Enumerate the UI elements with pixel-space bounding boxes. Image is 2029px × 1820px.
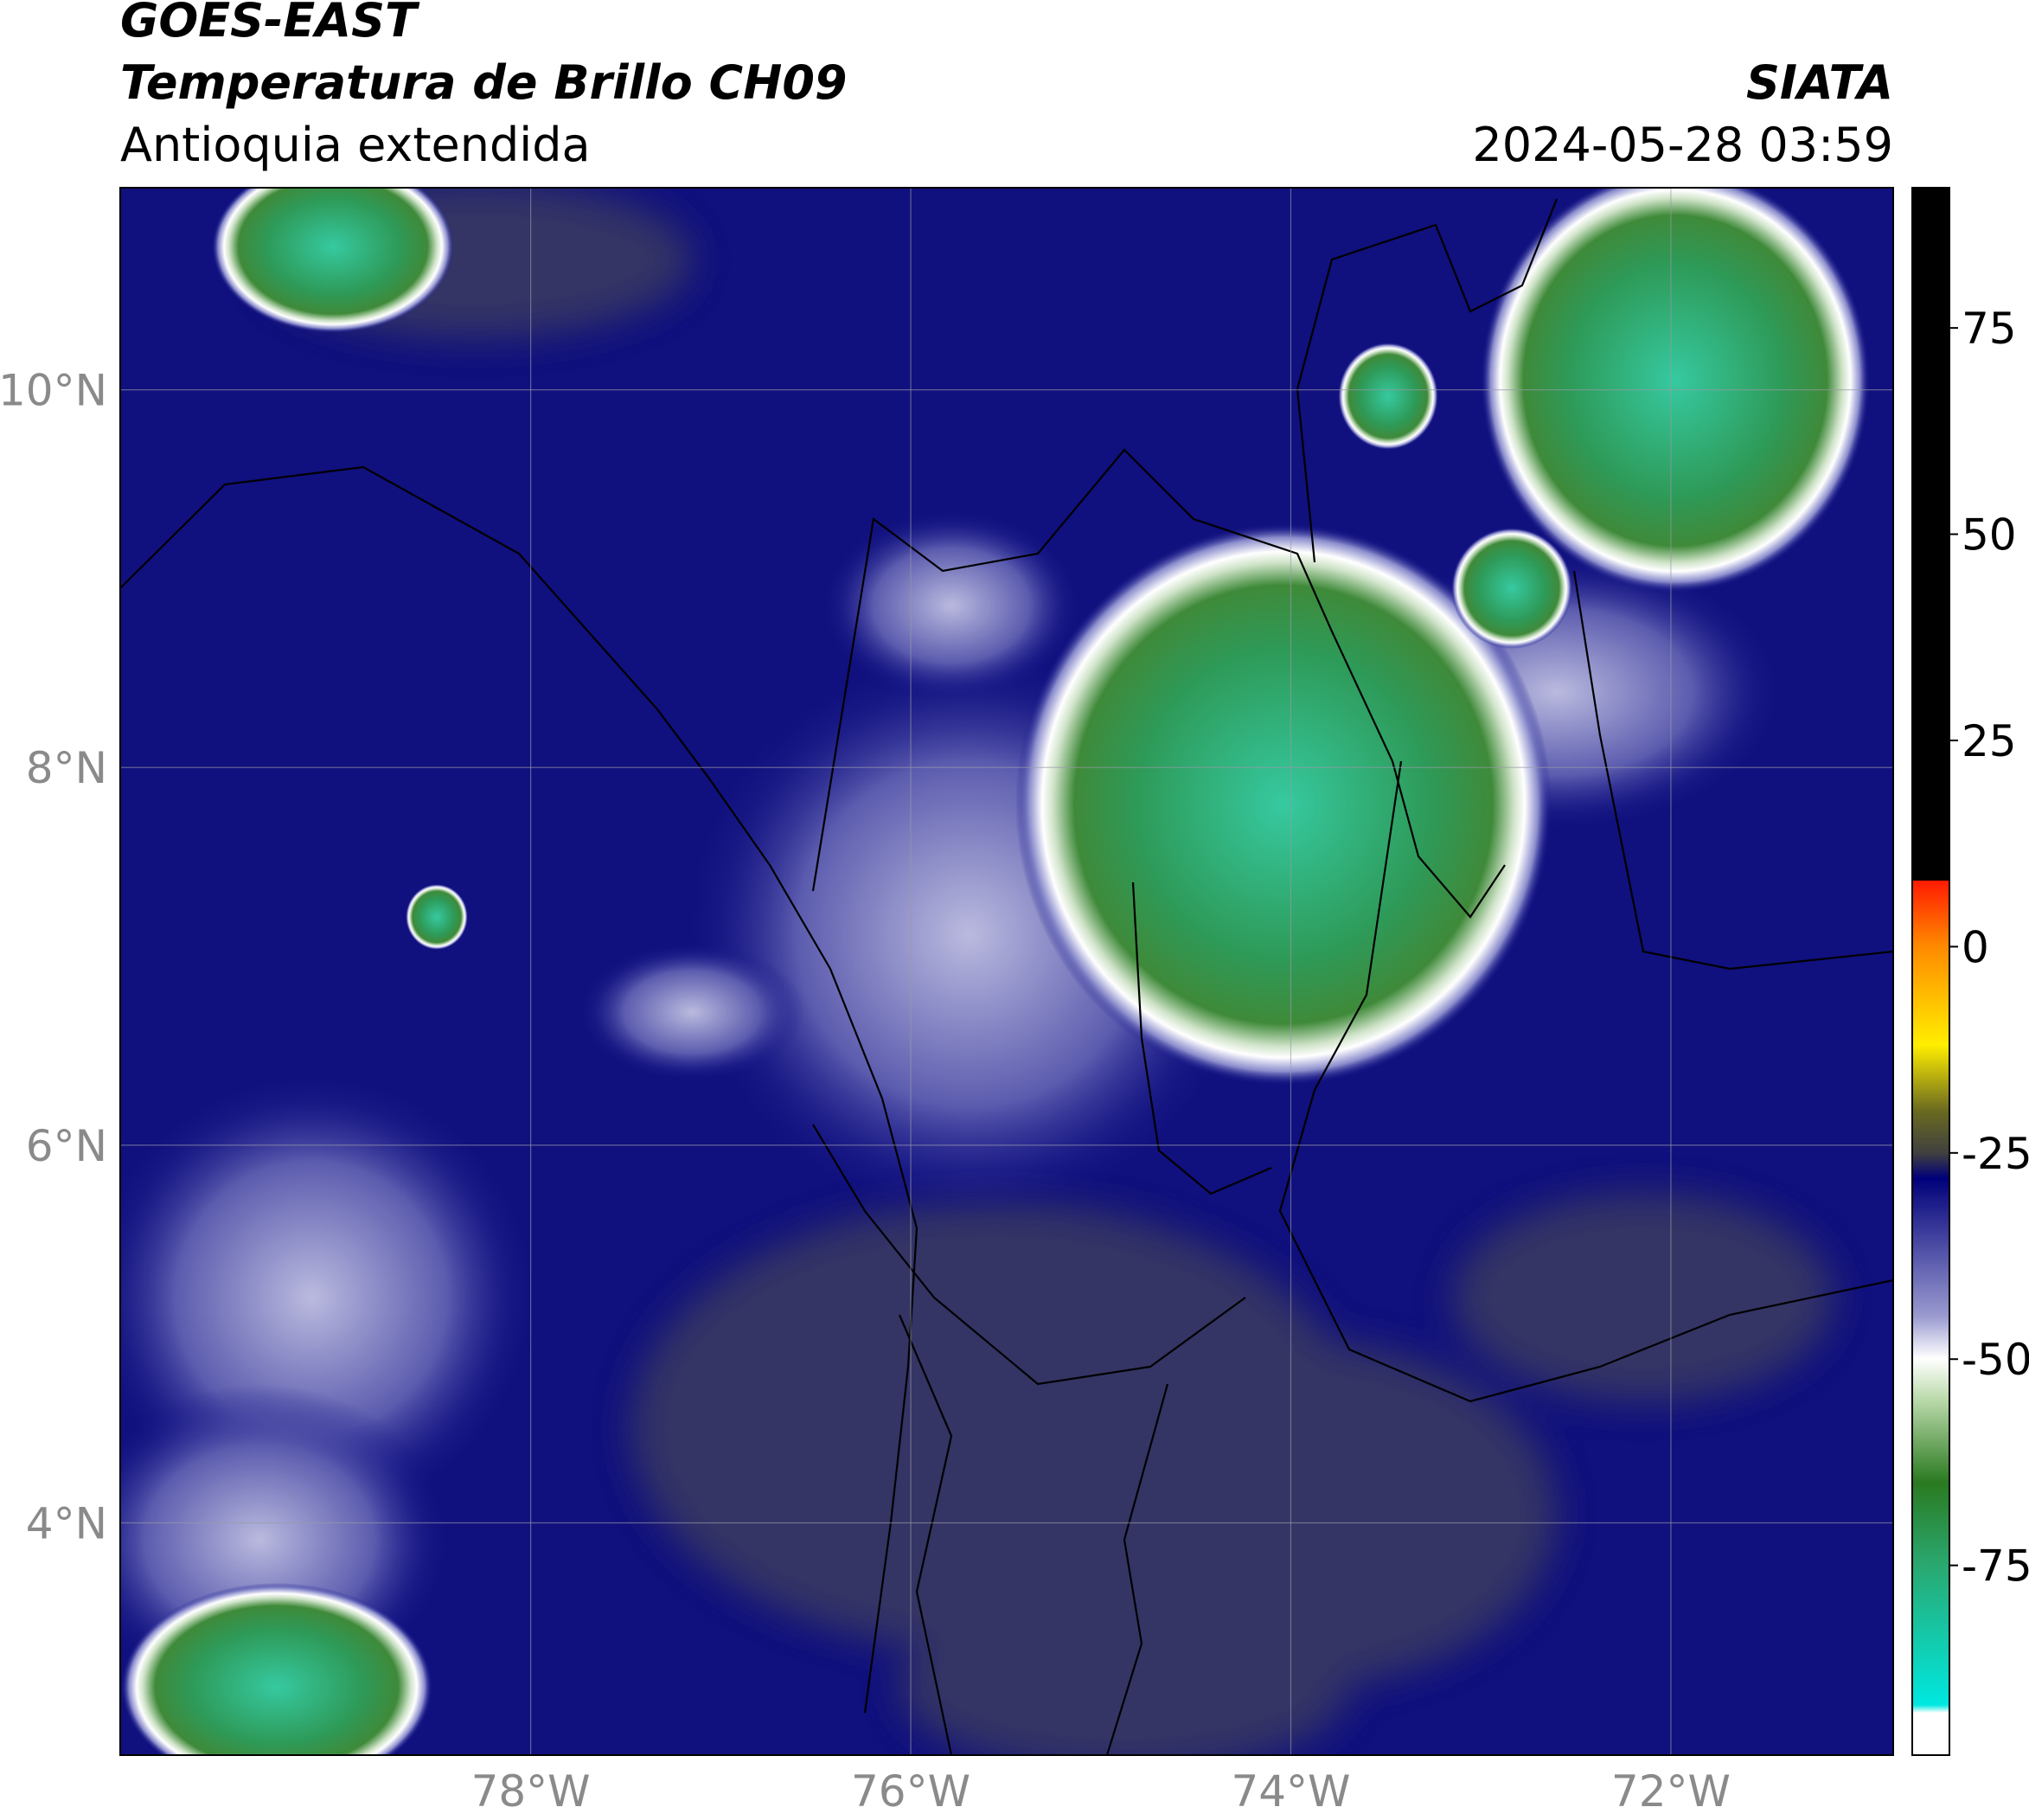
y-tick-label: 8°N	[26, 743, 107, 793]
colorbar-tick-label: 50	[1962, 510, 2017, 561]
x-tick-label: 78°W	[471, 1766, 591, 1817]
colorbar-tick-label: -25	[1962, 1129, 2029, 1179]
map-frame	[119, 187, 1894, 1756]
colorbar-tick-label: -50	[1962, 1335, 2029, 1385]
colorbar-tick-label: 0	[1962, 922, 1989, 972]
subtitle: Temperatura de Brillo CH09	[120, 55, 848, 110]
colorbar-tick-label: -75	[1962, 1541, 2029, 1592]
x-tick-label: 76°W	[851, 1766, 970, 1817]
y-tick-label: 6°N	[26, 1121, 107, 1171]
satellite-image	[120, 188, 1893, 1755]
title: GOES-EAST	[120, 0, 420, 48]
y-tick-label: 4°N	[26, 1498, 107, 1548]
colorbar	[1911, 187, 1950, 1756]
source: SIATA	[1746, 55, 1893, 110]
x-tick-label: 74°W	[1231, 1766, 1350, 1817]
datetime: 2024-05-28 03:59	[1472, 118, 1893, 172]
region: Antioquia extendida	[120, 118, 591, 172]
borders	[120, 198, 1893, 1755]
colorbar-tick-label: 25	[1962, 716, 2017, 766]
x-tick-label: 72°W	[1611, 1766, 1731, 1817]
colorbar-tick-label: 75	[1962, 304, 2017, 354]
y-tick-label: 10°N	[0, 366, 107, 416]
